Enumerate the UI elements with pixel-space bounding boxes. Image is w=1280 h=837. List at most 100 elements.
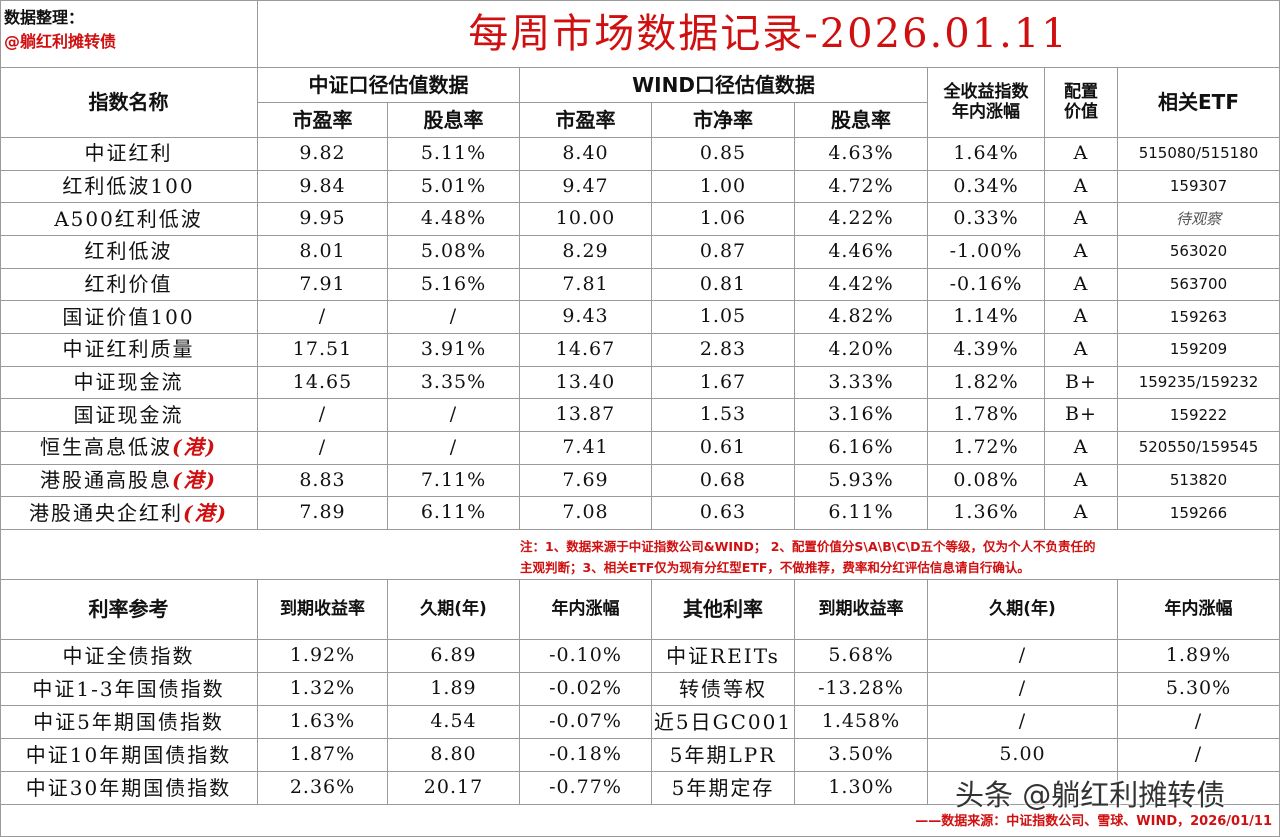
table-cell: A xyxy=(1045,432,1118,465)
table-cell: 1.64% xyxy=(928,138,1045,171)
index-name-cell: 中证红利质量 xyxy=(0,334,258,367)
table-cell: 7.91 xyxy=(258,268,388,302)
table-cell: 9.47 xyxy=(520,170,652,204)
table-cell: 1.72% xyxy=(928,432,1045,465)
header-cell: 股息率 xyxy=(795,103,928,138)
table-cell: 8.80 xyxy=(388,739,520,772)
table-cell: 17.51 xyxy=(258,334,388,367)
table-cell: 159266 xyxy=(1118,497,1280,530)
table-cell: 5.08% xyxy=(388,236,520,269)
index-name: 港股通高股息 xyxy=(40,467,173,492)
table-cell: / xyxy=(258,399,388,432)
market-tag: (港) xyxy=(172,435,217,460)
header-cell: 利率参考 xyxy=(0,580,258,640)
index-name: A500红利低波 xyxy=(54,206,203,231)
table-cell: 9.43 xyxy=(520,301,652,334)
index-name-cell: 中证红利 xyxy=(0,138,258,171)
table-cell: 159222 xyxy=(1118,399,1280,432)
table-cell: 6.11% xyxy=(388,497,520,530)
table-cell: -0.10% xyxy=(520,640,652,673)
table-cell: 6.11% xyxy=(795,497,928,530)
table-cell: 4.48% xyxy=(388,203,520,236)
table-cell: / xyxy=(388,399,520,432)
table-cell: 6.16% xyxy=(795,432,928,465)
table-cell: A xyxy=(1045,334,1118,367)
index-name: 中证现金流 xyxy=(73,369,184,394)
header-cell: 股息率 xyxy=(388,103,520,138)
table-cell: 1.82% xyxy=(928,366,1045,400)
table-cell: 1.14% xyxy=(928,301,1045,334)
header-line: 年内涨幅 xyxy=(952,101,1020,122)
table-cell: 4.54 xyxy=(388,706,520,739)
table-cell: -0.16% xyxy=(928,268,1045,302)
table-cell: 0.08% xyxy=(928,464,1045,498)
table-cell: 1.00 xyxy=(652,170,795,204)
table-cell: 159209 xyxy=(1118,334,1280,367)
table-cell: 中证10年期国债指数 xyxy=(0,739,258,772)
table-cell xyxy=(928,772,1118,805)
table-cell: / xyxy=(258,301,388,334)
table-cell: 159235/159232 xyxy=(1118,366,1280,400)
table-cell: 3.35% xyxy=(388,366,520,400)
table-cell: 2.36% xyxy=(258,772,388,805)
table-cell: 0.81 xyxy=(652,268,795,302)
table-cell: 3.50% xyxy=(795,739,928,772)
note-line: 注：1、数据来源于中证指数公司&WIND； 2、配置价值分S\A\B\C\D五个… xyxy=(520,539,1096,554)
table-cell: A xyxy=(1045,497,1118,530)
table-cell: 待观察 xyxy=(1118,203,1280,236)
table-cell: 3.91% xyxy=(388,334,520,367)
table-cell: 5年期定存 xyxy=(652,772,795,805)
table-cell: 1.06 xyxy=(652,203,795,236)
table-cell: 4.20% xyxy=(795,334,928,367)
table-cell: 563020 xyxy=(1118,236,1280,269)
note: 注：1、数据来源于中证指数公司&WIND； 2、配置价值分S\A\B\C\D五个… xyxy=(520,536,1095,578)
table-cell: 0.61 xyxy=(652,432,795,465)
watermark: 头条 @躺红利摊转债 xyxy=(955,778,1226,812)
table-cell: 7.81 xyxy=(520,268,652,302)
table-cell: 5.11% xyxy=(388,138,520,171)
table-cell: 5.30% xyxy=(1118,673,1280,706)
table-cell: / xyxy=(928,706,1118,739)
table-cell: 14.67 xyxy=(520,334,652,367)
index-name-cell: 中证现金流 xyxy=(0,366,258,400)
table-cell: 5.16% xyxy=(388,268,520,302)
table-cell: 515080/515180 xyxy=(1118,138,1280,171)
index-name: 红利低波 xyxy=(84,239,173,264)
table-cell: A xyxy=(1045,138,1118,171)
table-cell: 1.67 xyxy=(652,366,795,400)
table-cell: 转债等权 xyxy=(652,673,795,706)
table-cell: / xyxy=(388,301,520,334)
table-cell: 4.72% xyxy=(795,170,928,204)
table-cell: 0.33% xyxy=(928,203,1045,236)
header-cell: WIND口径估值数据 xyxy=(520,68,928,103)
table-cell: 4.63% xyxy=(795,138,928,171)
index-name-cell: 港股通高股息(港) xyxy=(0,464,258,498)
table-cell: 13.40 xyxy=(520,366,652,400)
table-cell: -1.00% xyxy=(928,236,1045,269)
table-cell: 中证30年期国债指数 xyxy=(0,772,258,805)
table-cell: 4.42% xyxy=(795,268,928,302)
table-cell: -0.02% xyxy=(520,673,652,706)
table-cell: 14.65 xyxy=(258,366,388,400)
table-cell: B+ xyxy=(1045,399,1118,432)
index-name: 红利低波100 xyxy=(62,173,195,198)
table-cell: 8.83 xyxy=(258,464,388,498)
table-cell: 159263 xyxy=(1118,301,1280,334)
header-cell: 相关ETF xyxy=(1118,68,1280,138)
title: 每周市场数据记录-2026.01.11 xyxy=(258,0,1280,68)
table-cell: 8.40 xyxy=(520,138,652,171)
table-cell: A xyxy=(1045,203,1118,236)
table-cell: -0.07% xyxy=(520,706,652,739)
table-cell: / xyxy=(258,432,388,465)
header-cell: 中证口径估值数据 xyxy=(258,68,520,103)
index-name: 港股通央企红利 xyxy=(29,500,184,525)
table-cell: 1.89% xyxy=(1118,640,1280,673)
table-cell: 5.00 xyxy=(928,739,1118,772)
table-cell: -13.28% xyxy=(795,673,928,706)
table-cell: B+ xyxy=(1045,366,1118,400)
table-cell: 1.78% xyxy=(928,399,1045,432)
table-cell: / xyxy=(388,432,520,465)
table-cell: A xyxy=(1045,301,1118,334)
table-cell: 中证5年期国债指数 xyxy=(0,706,258,739)
